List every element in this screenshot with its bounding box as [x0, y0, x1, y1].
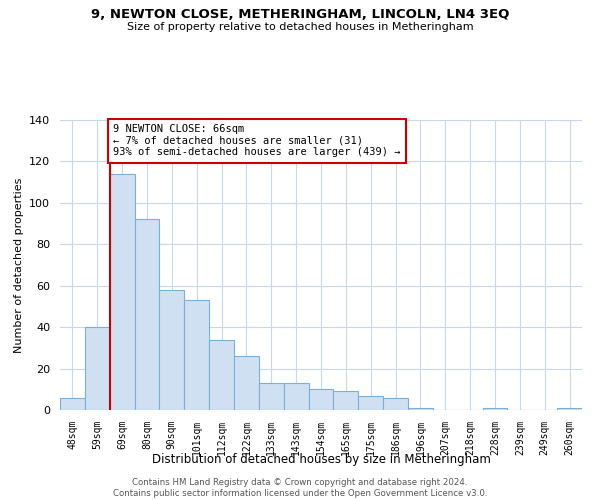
Bar: [408, 408, 433, 410]
Bar: [184, 300, 209, 410]
Text: Distribution of detached houses by size in Metheringham: Distribution of detached houses by size …: [152, 452, 490, 466]
Bar: [234, 356, 259, 410]
Bar: [110, 174, 134, 410]
Text: 9, NEWTON CLOSE, METHERINGHAM, LINCOLN, LN4 3EQ: 9, NEWTON CLOSE, METHERINGHAM, LINCOLN, …: [91, 8, 509, 20]
Bar: [383, 398, 408, 410]
Bar: [134, 220, 160, 410]
Y-axis label: Number of detached properties: Number of detached properties: [14, 178, 23, 352]
Bar: [358, 396, 383, 410]
Bar: [308, 390, 334, 410]
Text: 9 NEWTON CLOSE: 66sqm
← 7% of detached houses are smaller (31)
93% of semi-detac: 9 NEWTON CLOSE: 66sqm ← 7% of detached h…: [113, 124, 401, 158]
Bar: [60, 398, 85, 410]
Bar: [85, 327, 110, 410]
Bar: [482, 408, 508, 410]
Bar: [557, 408, 582, 410]
Bar: [209, 340, 234, 410]
Text: Contains HM Land Registry data © Crown copyright and database right 2024.
Contai: Contains HM Land Registry data © Crown c…: [113, 478, 487, 498]
Text: Size of property relative to detached houses in Metheringham: Size of property relative to detached ho…: [127, 22, 473, 32]
Bar: [259, 383, 284, 410]
Bar: [334, 392, 358, 410]
Bar: [284, 383, 308, 410]
Bar: [160, 290, 184, 410]
